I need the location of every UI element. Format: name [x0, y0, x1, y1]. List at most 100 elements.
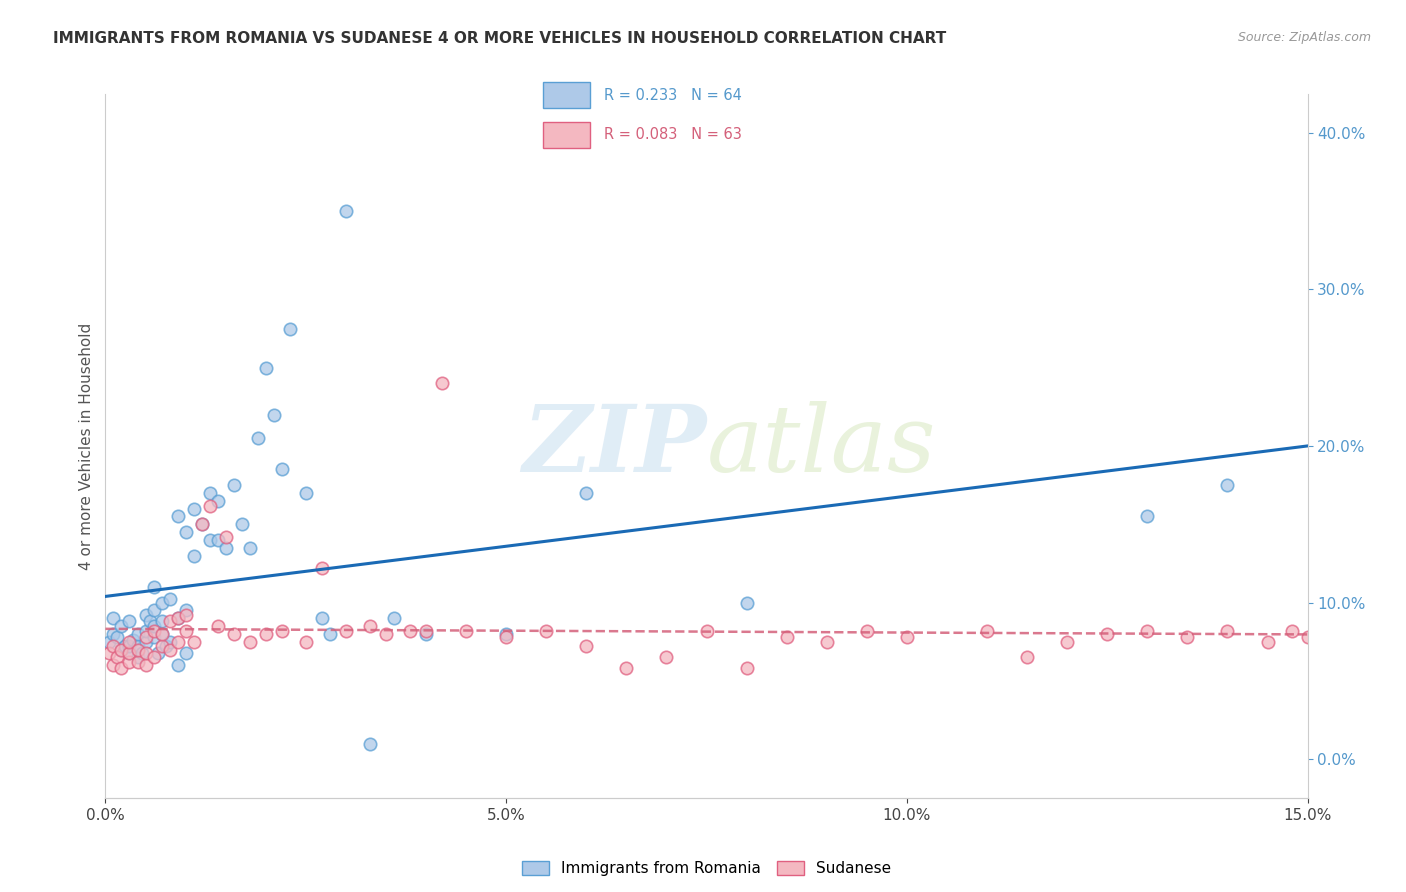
Point	[159, 592, 181, 607]
Point	[495, 627, 517, 641]
Point	[118, 615, 141, 629]
Point	[174, 608, 197, 623]
Point	[127, 650, 149, 665]
Point	[254, 360, 277, 375]
Point	[138, 615, 160, 629]
Point	[263, 408, 285, 422]
Point	[1136, 509, 1159, 524]
Point	[335, 204, 357, 219]
Point	[207, 493, 229, 508]
FancyBboxPatch shape	[543, 82, 591, 108]
Point	[815, 634, 838, 648]
Point	[127, 655, 149, 669]
Point	[166, 658, 188, 673]
Point	[103, 611, 125, 625]
Point	[150, 640, 173, 654]
Point	[174, 624, 197, 638]
Point	[190, 517, 212, 532]
Point	[1257, 634, 1279, 648]
Point	[776, 630, 799, 644]
FancyBboxPatch shape	[543, 122, 591, 147]
Point	[1216, 624, 1239, 638]
Text: ZIP: ZIP	[522, 401, 707, 491]
Point	[214, 541, 236, 555]
Point	[150, 627, 173, 641]
Point	[110, 661, 132, 675]
Point	[1097, 627, 1119, 641]
Point	[127, 640, 149, 654]
Point	[246, 431, 269, 445]
Point	[254, 627, 277, 641]
Point	[295, 634, 318, 648]
Point	[166, 634, 188, 648]
Point	[118, 646, 141, 660]
Point	[311, 561, 333, 575]
Point	[239, 541, 262, 555]
Point	[1281, 624, 1303, 638]
Point	[174, 603, 197, 617]
Point	[1136, 624, 1159, 638]
Point	[183, 634, 205, 648]
Point	[374, 627, 398, 641]
Point	[118, 646, 141, 660]
Point	[295, 486, 318, 500]
Point	[495, 630, 517, 644]
Point	[159, 642, 181, 657]
Point	[735, 661, 758, 675]
Point	[98, 634, 121, 648]
Point	[146, 646, 169, 660]
Point	[696, 624, 718, 638]
Point	[174, 525, 197, 540]
Point	[159, 615, 181, 629]
Point	[118, 634, 141, 648]
Point	[534, 624, 557, 638]
Point	[1177, 630, 1199, 644]
Y-axis label: 4 or more Vehicles in Household: 4 or more Vehicles in Household	[79, 322, 94, 570]
Point	[616, 661, 638, 675]
Point	[155, 640, 177, 654]
Point	[135, 658, 157, 673]
Point	[135, 624, 157, 638]
Point	[135, 634, 157, 648]
Point	[207, 619, 229, 633]
Point	[142, 603, 165, 617]
Point	[270, 624, 292, 638]
Point	[150, 627, 173, 641]
Point	[190, 517, 212, 532]
Point	[335, 624, 357, 638]
Point	[214, 530, 236, 544]
Point	[976, 624, 998, 638]
Point	[135, 646, 157, 660]
Point	[142, 619, 165, 633]
Point	[575, 486, 598, 500]
Legend: Immigrants from Romania, Sudanese: Immigrants from Romania, Sudanese	[516, 855, 897, 882]
Point	[103, 627, 125, 641]
Point	[118, 655, 141, 669]
Point	[131, 646, 153, 660]
Point	[359, 619, 381, 633]
Point	[198, 533, 221, 547]
Point	[1296, 630, 1319, 644]
Point	[207, 533, 229, 547]
Point	[1056, 634, 1078, 648]
Point	[122, 633, 145, 648]
Point	[239, 634, 262, 648]
Point	[142, 650, 165, 665]
Point	[399, 624, 422, 638]
Point	[103, 658, 125, 673]
Point	[98, 646, 121, 660]
Text: atlas: atlas	[707, 401, 936, 491]
Point	[166, 611, 188, 625]
Text: Source: ZipAtlas.com: Source: ZipAtlas.com	[1237, 31, 1371, 45]
Point	[575, 640, 598, 654]
Point	[150, 596, 173, 610]
Point	[159, 634, 181, 648]
Point	[382, 611, 405, 625]
Point	[118, 640, 141, 654]
Point	[103, 640, 125, 654]
Point	[107, 650, 129, 665]
Point	[454, 624, 477, 638]
Point	[127, 627, 149, 641]
Point	[896, 630, 918, 644]
Point	[107, 630, 129, 644]
